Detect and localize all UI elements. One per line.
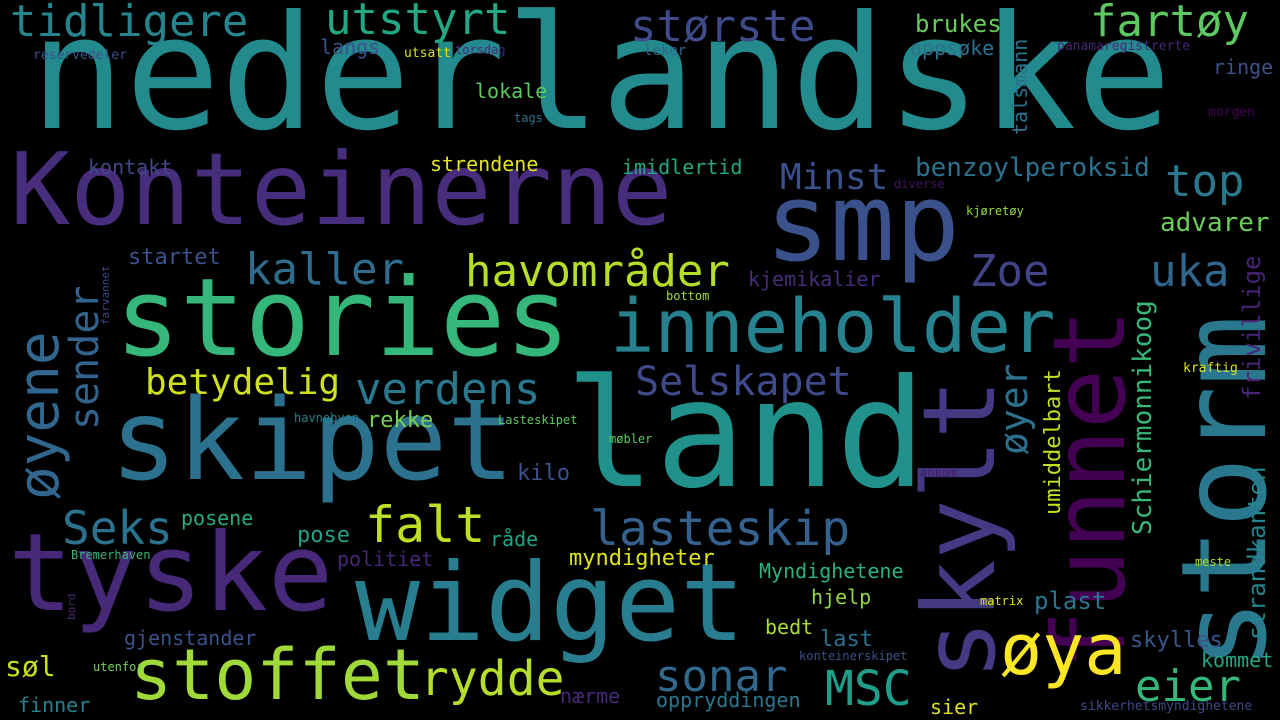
cloud-word: last [820,627,873,652]
cloud-word: strandkanten [1243,466,1271,640]
cloud-word: torsdag [455,43,506,57]
cloud-word: sikkerhetsmyndighetene [1080,699,1253,714]
cloud-word: widget [355,541,746,666]
cloud-word: ankom [920,466,957,480]
cloud-word: øyer [992,363,1036,455]
cloud-word: nærme [560,684,621,708]
cloud-word: Schiermonnikoog [1128,300,1158,535]
cloud-word: bedt [765,615,814,639]
cloud-word: frivillige [1238,255,1266,401]
cloud-word: tidligere [10,0,249,47]
cloud-word: falt [365,496,486,554]
cloud-word: finner [18,693,91,717]
cloud-word: advarer [1160,208,1270,238]
cloud-word: ringe [1213,55,1274,79]
cloud-word: bottom [666,289,710,303]
cloud-word: plast [1034,587,1107,615]
cloud-word: stories [115,256,571,381]
cloud-word: Konteinerne [10,131,673,248]
cloud-word: utsatt [404,46,451,61]
cloud-word: øyene [7,331,72,500]
cloud-word: meste [1195,555,1232,569]
cloud-word: oppryddingen [656,688,801,712]
cloud-word: benzoylperoksid [915,153,1150,183]
cloud-word: kraftig [1183,361,1238,376]
cloud-word: største [630,1,816,52]
cloud-word: MSC [825,661,912,717]
cloud-word: langs [320,35,381,59]
cloud-word: eier [1135,661,1241,712]
cloud-word: stoffet [130,634,426,716]
cloud-word: kaller [245,244,404,295]
cloud-word: utstyrt [325,0,511,45]
cloud-word: diverse [894,177,945,191]
cloud-word: umiddelbart [1041,369,1066,515]
cloud-word: konteinerskipet [799,649,908,663]
cloud-word: verdens [355,364,541,415]
cloud-word: lokale [475,79,548,103]
cloud-word: strendene [430,152,539,176]
cloud-word: top [1165,156,1245,207]
cloud-word: havnebyen [294,411,360,425]
cloud-word: startet [128,245,221,270]
cloud-word: land [565,348,927,522]
cloud-word: Bremerhaven [71,548,151,562]
cloud-word: bord [65,593,78,621]
cloud-word: skipet [110,376,515,506]
cloud-word: tyske [8,511,334,636]
cloud-word: morgen [1208,105,1255,120]
cloud-word: utenfor [93,660,144,674]
cloud-word: tags [514,111,543,125]
cloud-word: havområder [465,246,730,297]
cloud-word: politiet [337,547,434,571]
cloud-word: sier [930,695,979,719]
cloud-word: kontakt [88,155,173,179]
cloud-word: Selskapet [635,359,852,405]
cloud-word: farvannet [99,265,112,325]
cloud-word: gjenstander [124,626,257,650]
cloud-word: uka [1150,246,1230,297]
cloud-word: sonar [655,651,788,702]
cloud-word: posene [181,506,254,530]
cloud-word: kilo [517,461,570,486]
cloud-word: kommet [1201,648,1274,672]
cloud-word: Seks [62,501,173,555]
cloud-word: brukes [915,10,1002,38]
cloud-word: imidlertid [622,155,743,179]
cloud-word: reservedeler [33,48,127,63]
cloud-word: betydelig [145,362,341,403]
cloud-word: fartøy [1090,0,1249,47]
cloud-word: rekke [367,408,434,433]
cloud-word: smp [765,161,961,286]
cloud-word: myndigheter [569,546,715,571]
cloud-word: søl [5,650,56,683]
cloud-word: talsmann [1008,38,1032,135]
cloud-word: nederlandske [30,0,1172,166]
cloud-word: inneholder [610,284,1056,370]
cloud-word: Lasteskipet [498,413,578,427]
cloud-word: kjøretøy [966,204,1024,218]
cloud-word: øya [1000,609,1127,691]
cloud-word: oppsøke [910,36,995,60]
cloud-word: Minst [780,157,889,198]
cloud-word: Zoe [970,246,1050,297]
cloud-word: panamaregistrerte [1057,39,1191,54]
cloud-word: rydde [420,651,565,707]
cloud-word: skylles [1130,628,1223,653]
cloud-word: lasteskip [590,501,851,557]
cloud-word: møbler [609,432,653,446]
cloud-word: hjelp [811,585,872,609]
cloud-word: matrix [980,594,1024,608]
cloud-word: pose [297,523,350,548]
cloud-word: kjemikalier [748,267,881,291]
cloud-word: råde [490,527,539,551]
cloud-word: Myndighetene [759,559,904,583]
cloud-word: leker [644,43,687,59]
